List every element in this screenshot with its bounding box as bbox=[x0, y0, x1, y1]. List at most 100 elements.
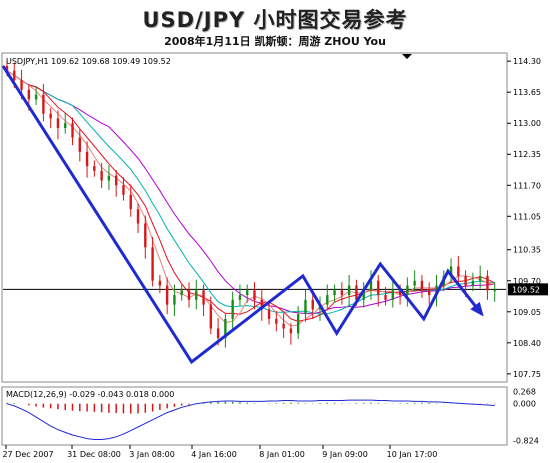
candle-body bbox=[71, 123, 74, 138]
moving-average-line bbox=[6, 70, 495, 315]
moving-average-line bbox=[6, 70, 495, 315]
candle-body bbox=[151, 247, 154, 281]
candle-body bbox=[428, 290, 431, 296]
price-y-tick-label: 114.30 bbox=[513, 57, 541, 66]
candle-body bbox=[173, 295, 176, 305]
macd-chart-label: MACD(12,26,9) -0.029 -0.043 0.018 0.000 bbox=[6, 390, 174, 399]
candle-body bbox=[275, 318, 278, 324]
candle-body bbox=[267, 309, 271, 319]
current-price-label: 109.52 bbox=[512, 285, 540, 294]
candle-body bbox=[129, 194, 132, 210]
candle-body bbox=[253, 290, 256, 300]
candle-body bbox=[85, 151, 89, 167]
current-price-badge bbox=[508, 283, 548, 296]
candle-body bbox=[144, 223, 147, 248]
candle-body bbox=[355, 285, 358, 300]
candle-body bbox=[464, 275, 467, 286]
candle-body bbox=[340, 290, 344, 296]
candle-body bbox=[64, 123, 67, 128]
candle-body bbox=[231, 299, 234, 319]
candle-body bbox=[158, 280, 162, 286]
moving-average-line bbox=[6, 70, 495, 322]
candle-body bbox=[369, 280, 373, 291]
candle-body bbox=[180, 290, 183, 296]
candle-body bbox=[391, 290, 395, 300]
candle-body bbox=[56, 118, 60, 128]
candle-body bbox=[195, 290, 198, 300]
candle-body bbox=[49, 113, 52, 119]
wave-arrow-head bbox=[470, 301, 484, 317]
candle-body bbox=[34, 94, 38, 100]
candle-body bbox=[406, 285, 409, 296]
price-y-tick-label: 111.05 bbox=[513, 212, 541, 221]
macd-y-tick-label: 0.000 bbox=[513, 400, 536, 409]
candle-body bbox=[42, 94, 45, 114]
price-y-tick-label: 112.35 bbox=[513, 150, 541, 159]
candle-body bbox=[282, 323, 285, 329]
wave-projection-line bbox=[1, 65, 483, 365]
candle-body bbox=[471, 280, 475, 286]
candle-body bbox=[362, 290, 365, 300]
candle-body bbox=[165, 285, 169, 305]
candle-body bbox=[107, 175, 111, 181]
candle-body bbox=[260, 299, 263, 310]
candle-body bbox=[420, 280, 424, 291]
candle-body bbox=[311, 299, 314, 310]
chart-subtitle: 2008年1月11日 凯斯顿：周游 ZHOU You bbox=[164, 35, 386, 48]
price-y-tick-label: 113.00 bbox=[513, 119, 541, 128]
price-y-tick-label: 113.65 bbox=[513, 88, 541, 97]
candle-body bbox=[493, 290, 496, 292]
moving-average-line bbox=[6, 70, 495, 327]
candle-body bbox=[413, 280, 416, 286]
candle-body bbox=[78, 137, 81, 152]
x-tick-label: 31 Dec 08:00 bbox=[67, 450, 121, 459]
candle-body bbox=[238, 295, 242, 300]
macd-signal-line bbox=[6, 399, 495, 440]
price-chart-label: USDJPY,H1 109.62 109.68 109.49 109.52 bbox=[6, 57, 171, 66]
candle-body bbox=[27, 89, 31, 100]
price-layer: 114.30 113.65 113.00 112.35 111.70 111.05 110.… bbox=[1, 57, 548, 379]
price-y-tick-label: 108.40 bbox=[513, 339, 541, 348]
price-y-tick-label: 111.70 bbox=[513, 181, 541, 190]
candle-body bbox=[13, 70, 16, 81]
candle-body bbox=[326, 295, 329, 305]
price-panel bbox=[1, 52, 508, 383]
candle-body bbox=[224, 318, 227, 339]
candle-body bbox=[114, 175, 118, 186]
candle-body bbox=[449, 266, 453, 276]
price-y-tick-label: 109.05 bbox=[513, 308, 541, 317]
price-y-tick-label: 109.70 bbox=[513, 277, 541, 286]
macd-layer: 0.268 0.000 -0.824 27 Dec 2007 31 Dec 08:00 3… bbox=[2, 388, 538, 459]
candle-body bbox=[457, 266, 460, 276]
candle-body bbox=[486, 275, 489, 291]
x-tick-label: 8 Jan 01:00 bbox=[259, 450, 305, 459]
candle-body bbox=[93, 166, 96, 171]
candle-body bbox=[202, 290, 205, 305]
x-tick-label: 9 Jan 09:00 bbox=[322, 450, 368, 459]
candle-body bbox=[5, 65, 9, 71]
candle-body bbox=[100, 170, 103, 181]
candle-body bbox=[289, 328, 293, 334]
candle-body bbox=[377, 280, 380, 296]
x-tick-label: 27 Dec 2007 bbox=[2, 450, 53, 459]
candle-body bbox=[246, 290, 249, 296]
x-tick-label: 4 Jan 16:00 bbox=[191, 450, 237, 459]
shift-marker-icon[interactable] bbox=[402, 54, 412, 59]
candle-body bbox=[122, 185, 125, 195]
candle-body bbox=[304, 299, 307, 315]
candle-body bbox=[216, 328, 220, 339]
candle-body bbox=[384, 295, 387, 300]
candle-body bbox=[333, 290, 336, 296]
macd-panel bbox=[1, 386, 508, 446]
candle-body bbox=[398, 290, 402, 296]
candle-body bbox=[209, 304, 213, 329]
candle-body bbox=[347, 285, 351, 296]
candle-body bbox=[478, 275, 482, 281]
chart-title: USD/JPY 小时图交易参考 bbox=[142, 8, 408, 32]
candle-body bbox=[187, 290, 191, 300]
candle-body bbox=[296, 314, 300, 334]
candle-body bbox=[20, 80, 23, 90]
macd-y-tick-label: -0.824 bbox=[513, 437, 539, 446]
candle-body bbox=[435, 285, 438, 296]
